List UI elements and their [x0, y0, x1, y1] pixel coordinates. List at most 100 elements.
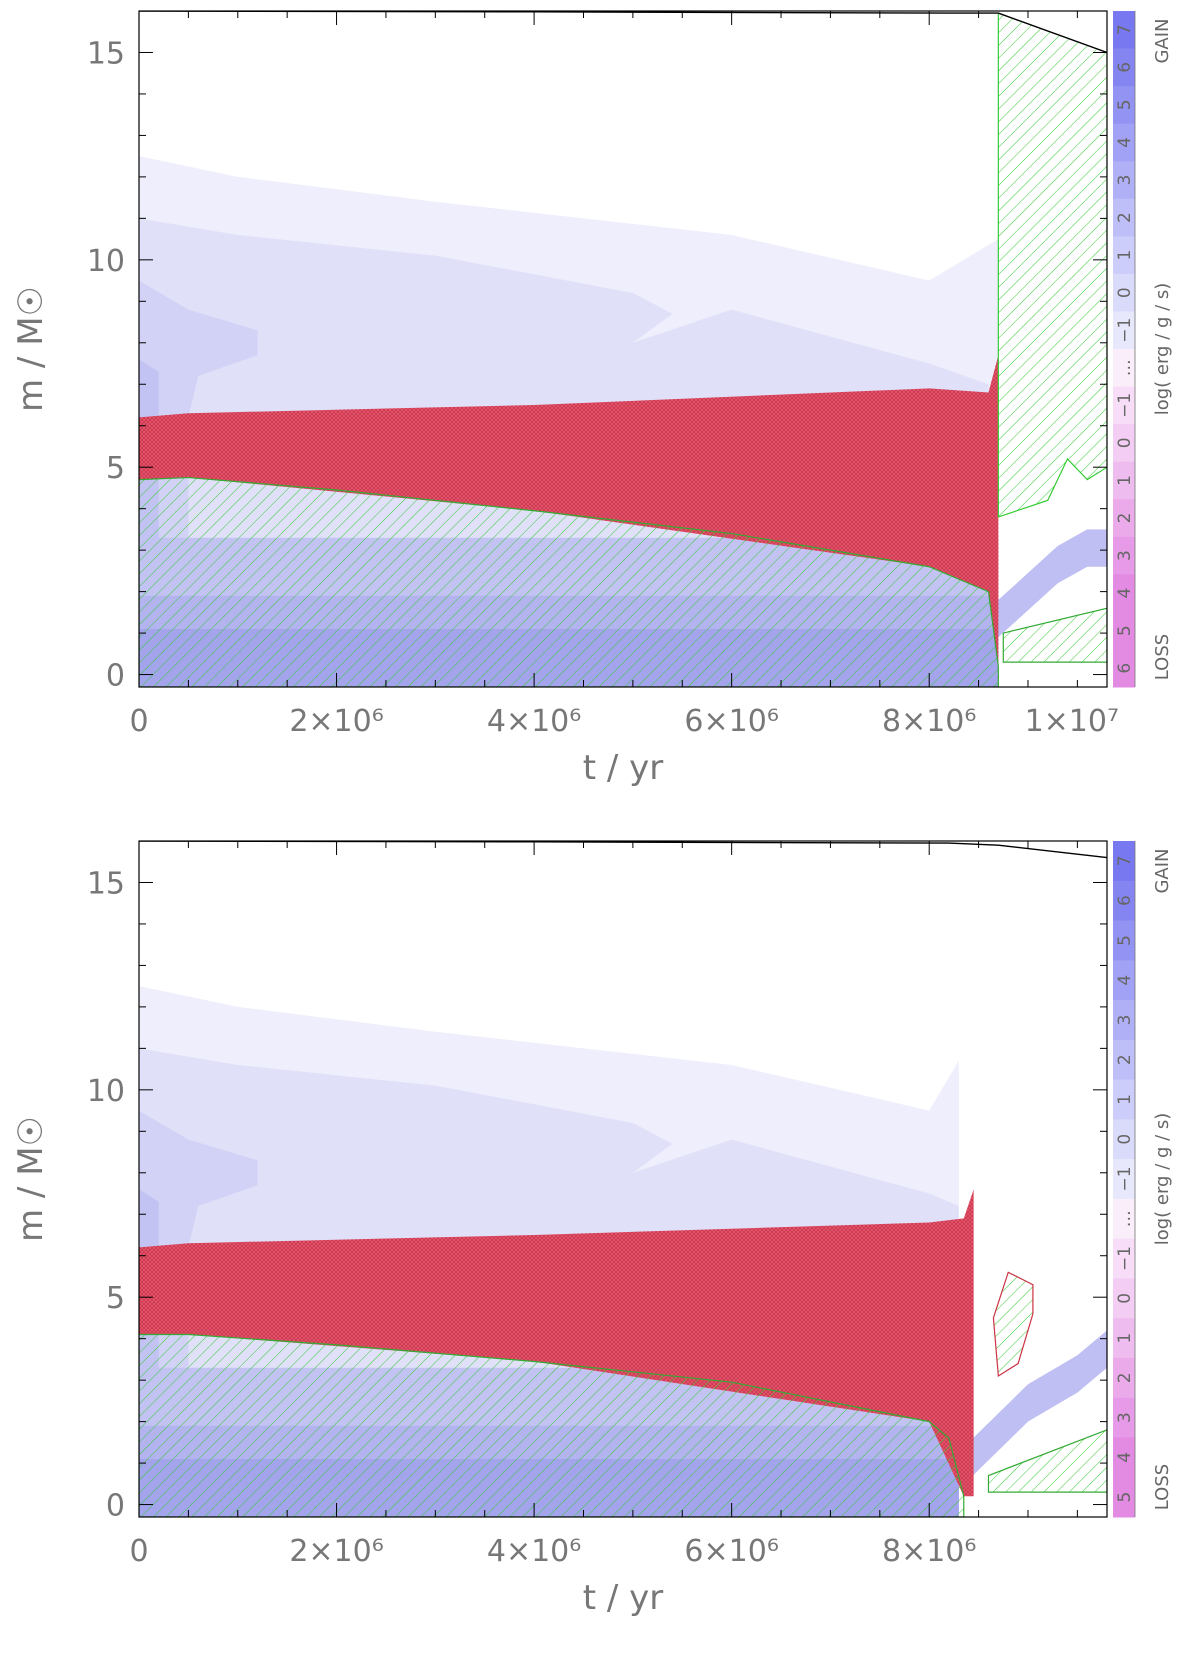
colorbar-tick-label: 2 [1115, 513, 1135, 524]
kippenhahn-panel-bottom: 0 2×10⁶ 4×10⁶ 6×10⁶ 8×10⁶ 0 5 10 15 t / yr m / M☉ 7… [0, 830, 1200, 1660]
colorbar-tick-label: 4 [1115, 588, 1135, 599]
colorbar-tick-label: 3 [1115, 1412, 1135, 1423]
colorbar-tick-label: −1 [1115, 393, 1135, 418]
colorbar-tick-label: 0 [1115, 1134, 1135, 1145]
colorbar-tick-label: 2 [1115, 1054, 1135, 1065]
y-tick-label: 0 [106, 1489, 125, 1524]
colorbar-tick-label: 4 [1115, 975, 1135, 986]
burning-shell-region [139, 1189, 974, 1497]
x-tick-label: 6×10⁶ [684, 704, 778, 739]
colorbar-loss-label: LOSS [1152, 634, 1173, 680]
late-gain-tongue [998, 529, 1107, 638]
colorbar-loss-label: LOSS [1152, 1464, 1173, 1510]
y-tick-label: 0 [106, 659, 125, 694]
colorbar-cell [1113, 1079, 1135, 1120]
colorbar-cell [1113, 649, 1135, 688]
colorbar-cell [1113, 1477, 1135, 1518]
colorbar-tick-label: 6 [1115, 62, 1135, 73]
y-tick-label: 10 [87, 1074, 125, 1109]
x-tick-label: 4×10⁶ [487, 704, 581, 739]
colorbar-tick-label: 5 [1115, 99, 1135, 110]
colorbar-tick-label: 7 [1115, 24, 1135, 35]
colorbar-tick-label: −1 [1115, 318, 1135, 343]
colorbar-cell [1113, 311, 1135, 350]
colorbar-cell [1113, 1278, 1135, 1319]
colorbar-tick-label: −1 [1115, 1246, 1135, 1271]
colorbar-cell [1113, 1437, 1135, 1478]
colorbar-cell [1113, 1159, 1135, 1200]
y-tick-label: 15 [87, 866, 125, 901]
outside-star-region [139, 11, 1107, 53]
colorbar-tick-label: 7 [1115, 855, 1135, 866]
colorbar-cell [1113, 1357, 1135, 1399]
x-tick-label: 2×10⁶ [289, 1534, 383, 1569]
colorbar-cell [1113, 198, 1135, 237]
colorbar-cell [1113, 1318, 1135, 1359]
colorbar-cell [1113, 1119, 1135, 1160]
colorbar-tick-label: 1 [1115, 475, 1135, 486]
y-axis-label: m / M☉ [11, 1116, 51, 1242]
x-tick-label: 2×10⁶ [289, 704, 383, 739]
colorbar-title: log( erg / g / s) [1152, 283, 1173, 416]
colorbar-cell [1113, 920, 1135, 961]
x-tick-label: 1×10⁷ [1025, 704, 1119, 739]
colorbar-tick-label: 2 [1115, 1372, 1135, 1383]
x-tick-label: 0 [129, 1534, 148, 1569]
colorbar-cell [1113, 574, 1135, 613]
colorbar-cell [1113, 499, 1135, 538]
x-tick-label: 4×10⁶ [487, 1534, 581, 1569]
colorbar-cell [1113, 349, 1135, 388]
convective-core-region [139, 476, 999, 687]
colorbar-tick-label: … [1115, 1210, 1135, 1227]
colorbar-cell [1113, 960, 1135, 1001]
colorbar-gain-label: GAIN [1152, 848, 1173, 893]
colorbar-cell [1113, 880, 1135, 922]
colorbar-tick-label: 3 [1115, 1015, 1135, 1026]
colorbar-tick-label: 6 [1115, 663, 1135, 674]
colorbar-tick-label: 6 [1115, 895, 1135, 906]
colorbar-tick-label: 1 [1115, 250, 1135, 261]
colorbar-cell [1113, 1039, 1135, 1081]
x-tick-label: 8×10⁶ [882, 704, 976, 739]
x-tick-label: 8×10⁶ [882, 1534, 976, 1569]
colorbar-cell [1113, 123, 1135, 162]
colorbar-tick-label: 4 [1115, 1452, 1135, 1463]
colorbar-cell [1113, 424, 1135, 463]
colorbar-cell [1113, 273, 1135, 312]
x-tick-label: 6×10⁶ [684, 1534, 778, 1569]
outside-star-region [139, 841, 1107, 858]
colorbar-cell [1113, 161, 1135, 200]
colorbar-cell [1113, 461, 1135, 500]
plot-area [139, 841, 1107, 1517]
convective-pocket-region [992, 1271, 1034, 1378]
colorbar-tick-label: 5 [1115, 935, 1135, 946]
colorbar-cell [1113, 611, 1135, 650]
colorbar-tick-label: … [1115, 359, 1135, 376]
burning-shell-region [139, 355, 999, 667]
kippenhahn-panel-top: 0 2×10⁶ 4×10⁶ 6×10⁶ 8×10⁶ 1×10⁷ 0 5 10 15 t / yr m … [11, 10, 1173, 788]
y-tick-label: 15 [87, 36, 125, 71]
convective-core-region [139, 1333, 965, 1517]
colorbar-cell [1113, 1000, 1135, 1041]
convective-envelope-region [997, 12, 1107, 518]
y-tick-label: 10 [87, 244, 125, 279]
late-gain-tongue [968, 1330, 1107, 1480]
colorbar-tick-label: −1 [1115, 1166, 1135, 1191]
late-core-convection-region [987, 1429, 1107, 1493]
plot-frame [138, 10, 1108, 688]
colorbar-cell [1113, 48, 1135, 87]
colorbar-tick-label: 4 [1115, 137, 1135, 148]
colorbar-cell [1113, 1238, 1135, 1279]
colorbar-tick-label: 0 [1115, 1293, 1135, 1304]
colorbar-cell [1113, 536, 1135, 575]
colorbar-cell [1113, 11, 1135, 50]
colorbar-tick-label: 3 [1115, 550, 1135, 561]
colorbar-cell [1113, 86, 1135, 125]
colorbar-tick-label: 3 [1115, 175, 1135, 186]
colorbar-cell [1113, 1198, 1135, 1240]
colorbar-tick-label: 2 [1115, 212, 1135, 223]
y-tick-label: 5 [106, 451, 125, 486]
colorbar-tick-label: 5 [1115, 625, 1135, 636]
